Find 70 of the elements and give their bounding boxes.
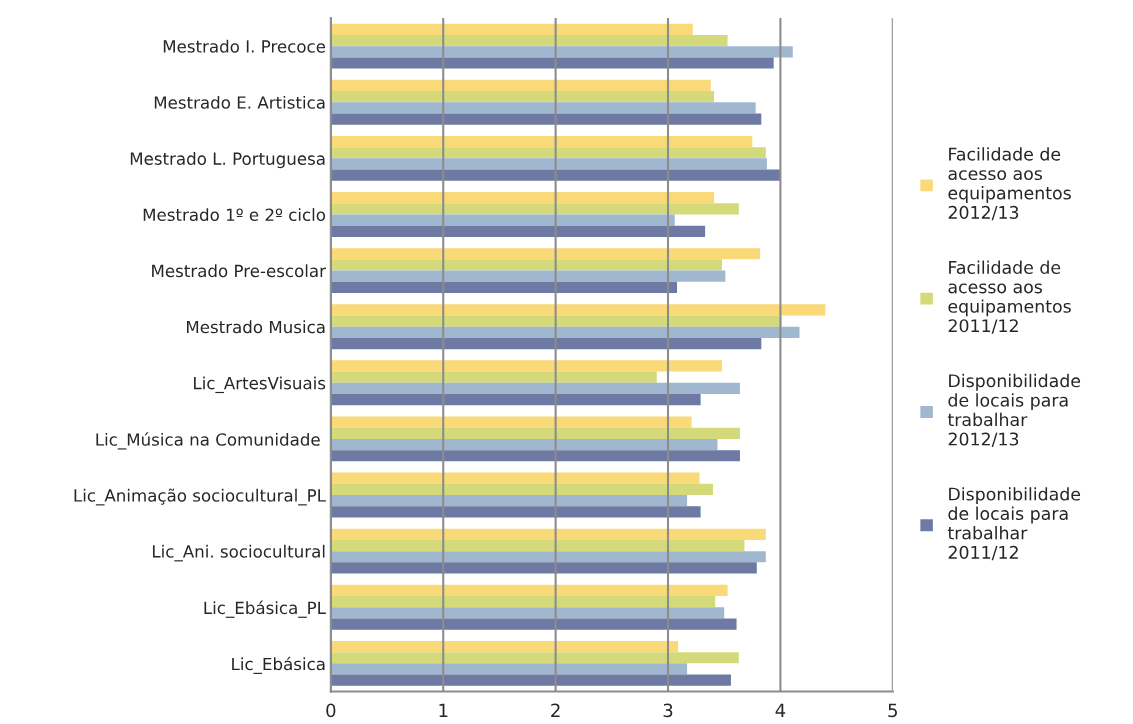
- y-tick-label: Mestrado Musica: [186, 320, 325, 334]
- y-tick-label: Lic_ArtesVisuais: [194, 376, 326, 394]
- bar: [330, 483, 713, 496]
- bar: [330, 495, 688, 507]
- bar: [330, 113, 762, 125]
- bar: [330, 91, 715, 103]
- bar: [330, 472, 700, 484]
- bar: [330, 270, 726, 282]
- bar: [330, 450, 740, 462]
- bar: [330, 192, 715, 204]
- legend-label: Facilidade de acesso aos equipamentos 2012/13: [948, 147, 1071, 221]
- y-tick-label: Mestrado I. Precoce: [163, 39, 326, 53]
- x-tick-label: 4: [775, 703, 786, 717]
- bar: [330, 304, 826, 316]
- y-tick-label: Mestrado Pre-escolar: [152, 264, 326, 278]
- bar: [330, 248, 761, 260]
- x-tick-label: 0: [326, 703, 336, 718]
- bar: [330, 281, 678, 294]
- bar: [330, 360, 722, 372]
- bar: [330, 158, 767, 170]
- y-tick-label: Lic_Ebásica: [232, 656, 325, 674]
- bar: [330, 551, 766, 563]
- bar: [330, 57, 774, 69]
- bar: [330, 382, 740, 395]
- y-tick-label: Mestrado 1º e 2º ciclo: [143, 208, 326, 222]
- bar: [330, 539, 745, 552]
- bar: [330, 79, 711, 92]
- y-tick-label: Lic_Música na Comunidade: [96, 432, 320, 450]
- bar: [330, 427, 740, 439]
- bar: [330, 596, 716, 608]
- bar: [330, 102, 756, 114]
- bar: [330, 46, 793, 58]
- y-tick-label: Lic_Ani. sociocultural: [152, 544, 325, 562]
- y-tick-label: Mestrado L. Portuguesa: [130, 152, 325, 169]
- bar: [330, 584, 728, 597]
- bar: [330, 337, 762, 350]
- bar: [330, 135, 753, 148]
- bar: [330, 315, 782, 327]
- bar: [330, 663, 688, 675]
- bar: [330, 618, 737, 630]
- legend-label: Disponibilidade de locais para trabalhar 2011/12: [947, 487, 1081, 561]
- bar: [330, 607, 725, 619]
- bar: [330, 203, 739, 215]
- legend-label: Facilidade de acesso aos equipamentos 2011/12: [948, 260, 1071, 334]
- bar: [330, 652, 739, 664]
- x-tick-label: 5: [888, 703, 897, 718]
- bar: [330, 394, 701, 406]
- y-tick-label: Lic_Ebásica_PL: [204, 600, 326, 618]
- bar: [330, 225, 706, 237]
- x-tick-label: 1: [439, 703, 448, 717]
- bar: [330, 23, 693, 35]
- bar: [330, 506, 701, 518]
- x-tick-label: 3: [663, 703, 673, 718]
- y-tick-label: Lic_Animação sociocultural_PL: [74, 488, 326, 506]
- x-tick-label: 2: [551, 703, 560, 717]
- bar: [330, 214, 675, 226]
- bar: [330, 438, 718, 451]
- legend-label: Disponibilidade de locais para trabalhar 2012/13: [947, 373, 1081, 447]
- y-tick-label: Mestrado E. Artistica: [154, 95, 325, 109]
- bar: [330, 147, 766, 159]
- bar: [330, 371, 657, 383]
- bar: [330, 34, 728, 47]
- bar: [330, 416, 692, 428]
- bar: [330, 326, 800, 338]
- bar: [330, 259, 722, 271]
- bar: [330, 562, 757, 574]
- bar: [330, 674, 731, 686]
- bar: [330, 169, 781, 181]
- bar: [330, 640, 679, 653]
- bar: [330, 528, 766, 540]
